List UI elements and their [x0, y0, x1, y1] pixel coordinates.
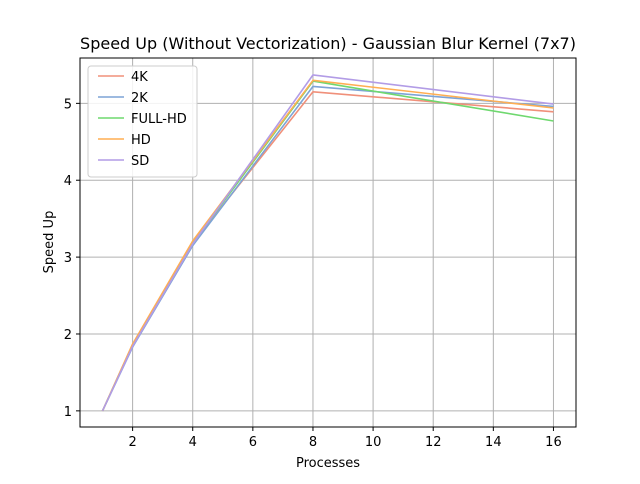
x-axis-ticks: 2 4 6 8 10 12 14 16	[128, 427, 562, 450]
y-tick-label: 2	[64, 328, 72, 343]
y-axis-label: Speed Up	[42, 211, 57, 274]
y-tick-label: 5	[64, 97, 72, 112]
y-axis-ticks: 1 2 3 4 5	[64, 97, 80, 420]
x-tick-label: 4	[189, 435, 197, 450]
x-tick-label: 2	[128, 435, 136, 450]
x-tick-label: 16	[545, 435, 562, 450]
legend-label: SD	[131, 154, 149, 169]
series-line-sd	[101, 74, 554, 412]
plot-frame	[79, 57, 577, 428]
x-axis-label: Processes	[296, 456, 360, 471]
x-tick-label: 10	[365, 435, 382, 450]
y-tick-label: 4	[64, 174, 72, 189]
legend-label: 4K	[131, 70, 148, 85]
y-tick-label: 1	[64, 405, 72, 420]
legend-label: HD	[131, 133, 151, 148]
x-tick-label: 14	[485, 435, 502, 450]
x-tick-label: 8	[309, 435, 317, 450]
y-tick-label: 3	[64, 251, 72, 266]
x-tick-label: 12	[425, 435, 442, 450]
grid-lines	[80, 58, 576, 427]
chart-title: Speed Up (Without Vectorization) - Gauss…	[80, 34, 576, 53]
legend: 4K 2K FULL-HD HD SD	[87, 65, 198, 178]
legend-label: FULL-HD	[131, 112, 187, 127]
x-tick-label: 6	[249, 435, 257, 450]
series-lines	[101, 74, 554, 412]
legend-label: 2K	[131, 91, 148, 106]
legend-box	[87, 65, 198, 178]
